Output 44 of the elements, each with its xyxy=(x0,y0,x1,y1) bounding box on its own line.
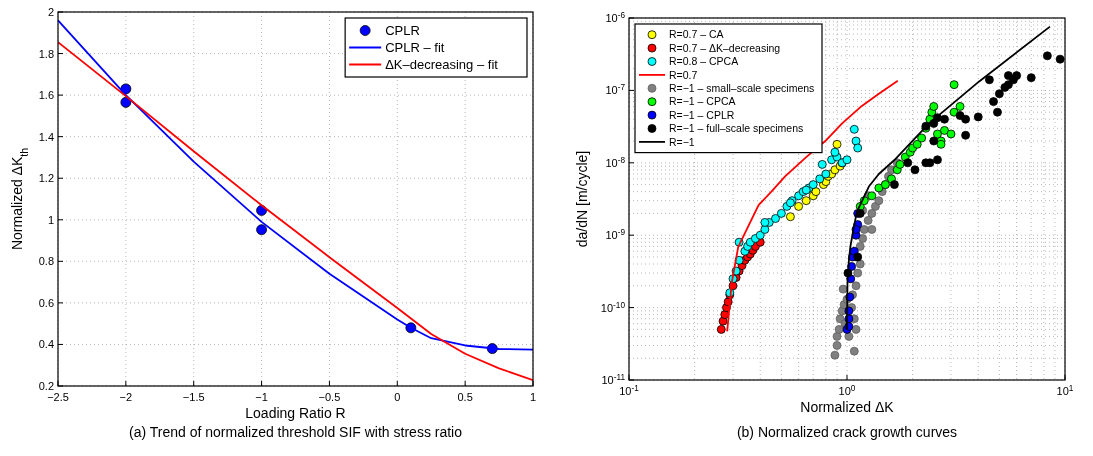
y-tick-label: 10$^{-6}$ xyxy=(605,10,626,24)
x-tick-label: 0.5 xyxy=(457,391,473,403)
x-tick-label: 1 xyxy=(529,391,537,403)
x-tick-label: −1.5 xyxy=(182,391,205,403)
y-tick-label: 0.2 xyxy=(38,380,54,392)
legend-label: CPLR – fit xyxy=(385,40,445,56)
y-tick-label: 1.2 xyxy=(38,172,54,185)
legend-label: R=0.7 xyxy=(669,68,698,81)
x-tick-label: 0 xyxy=(394,391,401,403)
y-tick-label: 10$^{-7}$ xyxy=(605,82,626,97)
y-tick-label: 0.8 xyxy=(38,255,54,268)
y-tick-label: 10$^{-8}$ xyxy=(605,155,626,169)
y-tick-label: 0.6 xyxy=(38,296,54,309)
y-tick-label: 10$^{-10}$ xyxy=(600,300,626,314)
legend-label: R=−1 – CPLR xyxy=(669,108,735,121)
x-tick-label: −1 xyxy=(255,391,268,403)
x-axis-title: Loading Ratio R xyxy=(245,405,346,421)
x-tick-label: 10$^{1}$ xyxy=(1056,383,1074,397)
legend-label: R=0.7 – CA xyxy=(669,28,724,41)
x-tick-label: −2 xyxy=(119,391,133,403)
y-tick-label: 1.4 xyxy=(38,130,54,143)
y-tick-label: 0.4 xyxy=(38,338,54,351)
legend-label: R=0.7 – ΔK–decreasing xyxy=(669,41,781,54)
x-tick-label: −2.5 xyxy=(47,391,69,403)
y-tick-label: 10$^{-11}$ xyxy=(601,372,626,386)
text: (b) Normalized crack growth curves xyxy=(736,424,958,440)
x-tick-label: −0.5 xyxy=(318,391,341,403)
x-tick-label: 10$^{0}$ xyxy=(838,383,856,397)
y-tick-label: 1 xyxy=(47,213,54,226)
text: (a) Trend of normalized threshold SIF with stress ratio xyxy=(128,424,463,440)
y-tick-label: 1.6 xyxy=(38,89,54,102)
legend-label: R=0.8 – CPCA xyxy=(669,55,739,68)
legend-label: R=−1 – CPCA xyxy=(669,95,736,108)
y-tick-label: 2 xyxy=(47,6,54,18)
legend-label: R=−1 xyxy=(669,135,695,148)
y-tick-label: 10$^{-9}$ xyxy=(605,227,626,242)
y-axis-title: da/dN [m/cycle] xyxy=(574,150,590,248)
legend-label: R=−1 – small–scale specimens xyxy=(669,82,815,95)
x-tick-label: 10$^{-1}$ xyxy=(619,383,640,397)
legend-label: R=−1 – full–scale specimens xyxy=(669,122,804,135)
legend-label: CPLR xyxy=(385,23,420,39)
legend-label: ΔK–decreasing – fit xyxy=(385,57,499,73)
y-tick-label: 1.8 xyxy=(38,47,54,60)
x-axis-title: Normalized ΔK xyxy=(800,399,895,415)
